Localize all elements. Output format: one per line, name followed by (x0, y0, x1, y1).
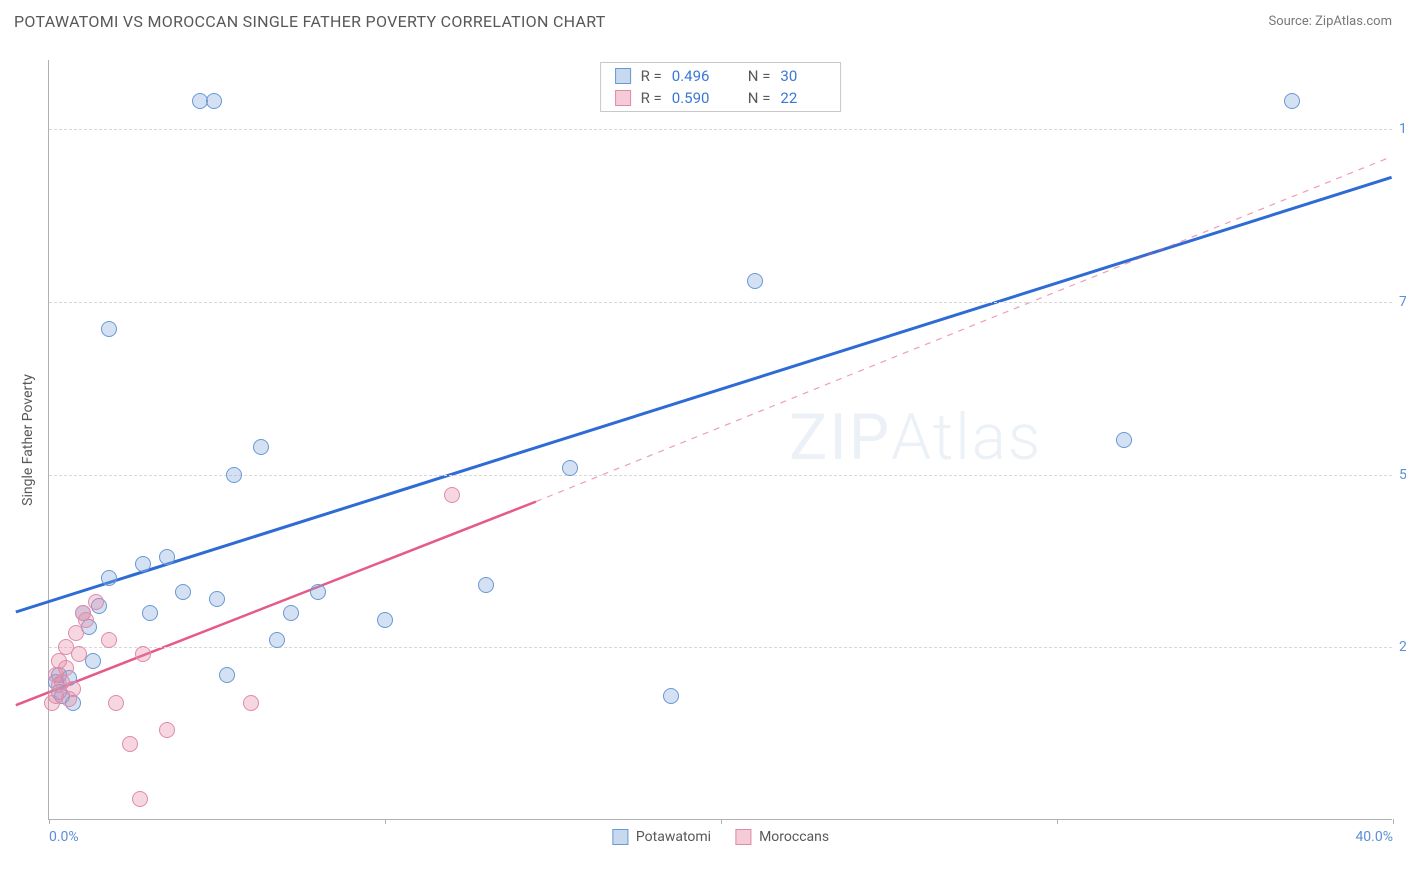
data-point (310, 584, 326, 600)
data-point (1116, 432, 1132, 448)
data-point (562, 460, 578, 476)
data-point (101, 321, 117, 337)
correlation-legend: R = 0.496 N = 30 R = 0.590 N = 22 (600, 62, 842, 112)
y-tick-label: 75.0% (1399, 294, 1406, 310)
series-name: Potawatomi (636, 829, 711, 845)
data-point (101, 632, 117, 648)
series-legend-item: Moroccans (735, 829, 829, 845)
data-point (377, 612, 393, 628)
data-point (226, 467, 242, 483)
data-point (159, 549, 175, 565)
data-point (269, 632, 285, 648)
legend-swatch (615, 90, 631, 106)
x-tick (49, 819, 50, 824)
source-credit: Source: ZipAtlas.com (1268, 14, 1392, 29)
legend-r-value: 0.496 (672, 67, 718, 85)
legend-r-label: R = (641, 89, 662, 107)
legend-swatch (735, 829, 751, 845)
legend-n-value: 22 (780, 89, 826, 107)
x-tick-label: 0.0% (49, 829, 79, 845)
legend-n-value: 30 (780, 67, 826, 85)
legend-swatch (612, 829, 628, 845)
data-point (78, 612, 94, 628)
data-point (209, 591, 225, 607)
data-point (142, 605, 158, 621)
regression-line-extension (536, 157, 1392, 502)
gridline (49, 129, 1392, 130)
y-tick-label: 100.0% (1399, 121, 1406, 137)
x-tick (721, 819, 722, 824)
data-point (88, 594, 104, 610)
series-name: Moroccans (759, 829, 829, 845)
data-point (283, 605, 299, 621)
data-point (101, 570, 117, 586)
y-tick-label: 50.0% (1399, 467, 1406, 483)
data-point (132, 791, 148, 807)
legend-swatch (615, 68, 631, 84)
data-point (108, 695, 124, 711)
chart-title: POTAWATOMI VS MOROCCAN SINGLE FATHER POV… (14, 12, 606, 31)
data-point (71, 646, 87, 662)
legend-n-label: N = (748, 67, 771, 85)
source-label: Source: (1268, 14, 1315, 29)
data-point (65, 681, 81, 697)
data-point (663, 688, 679, 704)
data-point (68, 625, 84, 641)
legend-r-value: 0.590 (672, 89, 718, 107)
data-point (159, 722, 175, 738)
data-point (253, 439, 269, 455)
gridline (49, 647, 1392, 648)
legend-row: R = 0.496 N = 30 (601, 65, 841, 87)
plot-area: ZIPAtlas R =0.496N =30R =0.590N =22 Pota… (48, 60, 1392, 820)
legend-row: R = 0.590 N = 22 (601, 87, 841, 109)
data-point (206, 93, 222, 109)
data-point (444, 487, 460, 503)
data-point (747, 273, 763, 289)
data-point (478, 577, 494, 593)
data-point (175, 584, 191, 600)
x-tick (1393, 819, 1394, 824)
data-point (135, 556, 151, 572)
regression-line (16, 177, 1392, 612)
data-point (58, 660, 74, 676)
data-point (135, 646, 151, 662)
data-point (243, 695, 259, 711)
x-tick (385, 819, 386, 824)
series-legend: Potawatomi Moroccans (612, 829, 829, 845)
series-legend-item: Potawatomi (612, 829, 711, 845)
data-point (1284, 93, 1300, 109)
legend-n-label: N = (748, 89, 771, 107)
y-axis-title: Single Father Poverty (20, 374, 36, 506)
legend-r-label: R = (641, 67, 662, 85)
x-tick (1057, 819, 1058, 824)
source-name: ZipAtlas.com (1315, 14, 1392, 29)
data-point (219, 667, 235, 683)
data-point (122, 736, 138, 752)
gridline (49, 475, 1392, 476)
x-tick-label: 40.0% (1355, 829, 1393, 845)
y-tick-label: 25.0% (1399, 639, 1406, 655)
gridline (49, 302, 1392, 303)
